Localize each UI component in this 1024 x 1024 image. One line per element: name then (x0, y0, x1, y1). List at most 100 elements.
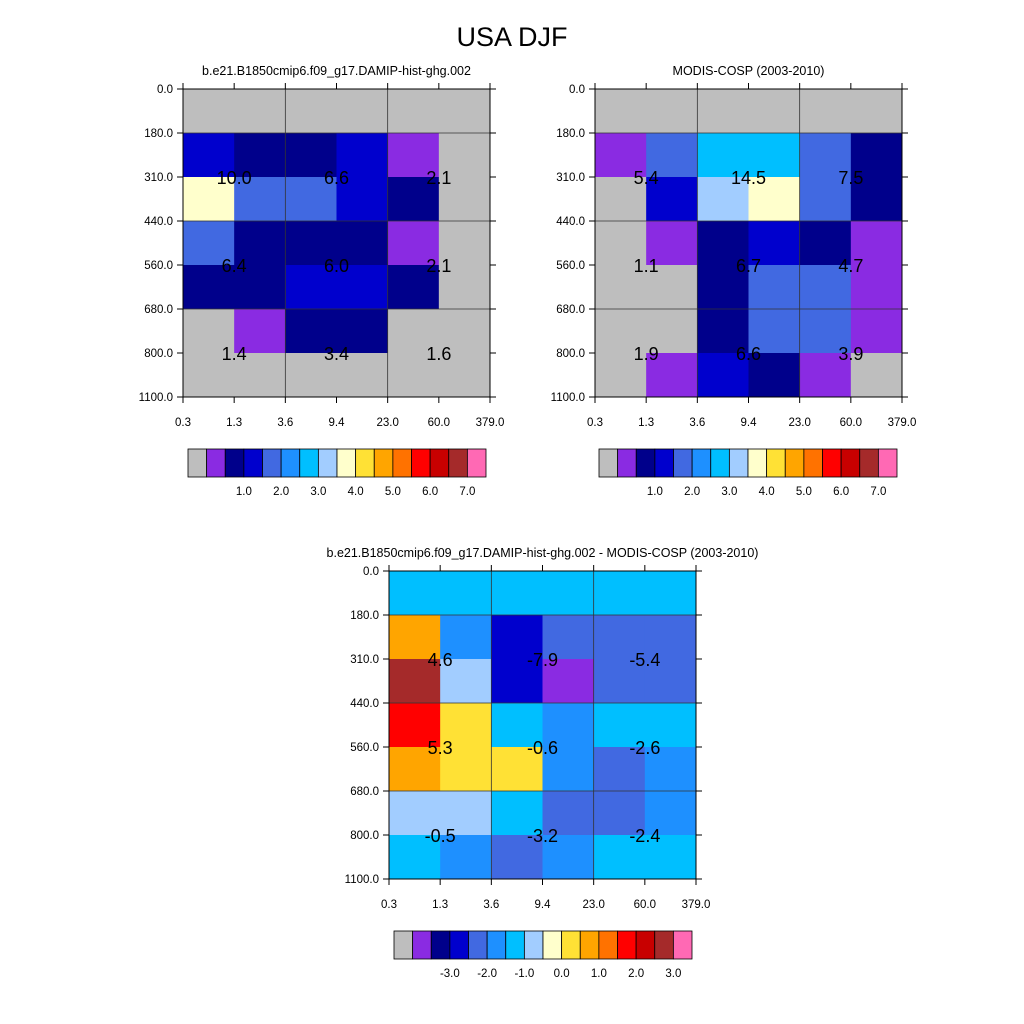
colorbar-label: 4.0 (759, 486, 775, 498)
colorbar-box (262, 448, 282, 478)
x-tick-label: 3.6 (689, 417, 705, 429)
colorbar-box (617, 448, 637, 478)
heatmap-cell (234, 221, 286, 266)
heatmap-cell (336, 89, 389, 134)
heatmap-cell (183, 133, 235, 178)
panels: b.e21.B1850cmip6.f09_g17.DAMIP-hist-ghg.… (139, 64, 917, 980)
y-tick-label: 440.0 (556, 216, 585, 228)
colorbar-box (280, 448, 301, 478)
x-tick-label: 60.0 (634, 899, 656, 911)
heatmap-cell (285, 133, 337, 178)
heatmap-cell (748, 221, 801, 266)
colorbar-box (430, 930, 451, 960)
heatmap-cell (183, 221, 235, 266)
colorbar-label: 1.0 (647, 486, 663, 498)
colorbar-label: 3.0 (721, 486, 737, 498)
heatmap-cell (644, 747, 697, 792)
colorbar-box (466, 448, 487, 478)
heatmap-cell (387, 133, 440, 178)
heatmap-cell (646, 221, 698, 266)
y-tick-label: 180.0 (144, 128, 173, 140)
colorbar-label: -3.0 (440, 968, 460, 980)
colorbar-box (635, 930, 656, 960)
colorbar-box (747, 448, 768, 478)
heatmap-panel-3: b.e21.B1850cmip6.f09_g17.DAMIP-hist-ghg.… (327, 546, 759, 980)
y-tick-label: 310.0 (350, 654, 379, 666)
heatmap-cell (697, 221, 749, 266)
heatmap-cell (593, 835, 646, 880)
colorbar-box (373, 448, 394, 478)
group-value-label: -0.6 (527, 738, 558, 758)
heatmap-cell (646, 309, 698, 354)
heatmap-cell (697, 265, 749, 310)
heatmap-cell (285, 221, 337, 266)
heatmap-cell (387, 265, 440, 310)
heatmap-cell (234, 353, 286, 398)
heatmap-cell (644, 703, 697, 748)
heatmap-cell (542, 659, 595, 704)
heatmap-cell (285, 309, 337, 354)
heatmap-cell (850, 89, 903, 134)
x-tick-label: 379.0 (682, 899, 711, 911)
heatmap-cell (440, 703, 492, 748)
heatmap-cell (542, 791, 595, 836)
colorbar-label: 7.0 (459, 486, 475, 498)
heatmap-cell (595, 177, 647, 222)
heatmap-cell (644, 835, 697, 880)
colorbar-label: 1.0 (236, 486, 252, 498)
colorbar-label: 7.0 (870, 486, 886, 498)
heatmap-cell (336, 177, 389, 222)
heatmap-cell (644, 659, 697, 704)
group-value-label: 1.9 (634, 344, 659, 364)
x-tick-label: 3.6 (277, 417, 293, 429)
y-tick-label: 0.0 (569, 84, 585, 96)
heatmap-cell (748, 89, 801, 134)
heatmap-cell (285, 177, 337, 222)
heatmap-cell (646, 177, 698, 222)
y-tick-label: 310.0 (556, 172, 585, 184)
colorbar-box (859, 448, 879, 478)
x-tick-label: 3.6 (483, 899, 499, 911)
colorbar-box (654, 930, 674, 960)
heatmap-cell (440, 747, 492, 792)
heatmap-cell (850, 133, 903, 178)
heatmap-cell (646, 89, 698, 134)
colorbar-box (840, 448, 861, 478)
heatmap-cell (183, 177, 235, 222)
heatmap-cell (389, 659, 441, 704)
group-value-label: 5.3 (428, 738, 453, 758)
heatmap-cell (748, 265, 801, 310)
group-value-label: 6.4 (222, 256, 247, 276)
colorbar-box (672, 930, 693, 960)
group-value-label: -3.2 (527, 826, 558, 846)
colorbar-box (617, 930, 637, 960)
colorbar-label: -2.0 (477, 968, 497, 980)
group-value-label: 10.0 (217, 168, 252, 188)
group-value-label: 6.6 (324, 168, 349, 188)
x-tick-label: 23.0 (788, 417, 810, 429)
heatmap-cell (440, 571, 492, 616)
y-tick-label: 440.0 (350, 698, 379, 710)
heatmap-cell (389, 703, 441, 748)
heatmap-cell (234, 89, 286, 134)
y-tick-label: 560.0 (556, 260, 585, 272)
colorbar-label: 6.0 (833, 486, 849, 498)
heatmap-cell (491, 747, 543, 792)
colorbar-label: 5.0 (796, 486, 812, 498)
heatmap-cell (389, 747, 441, 792)
x-tick-label: 9.4 (535, 899, 552, 911)
x-tick-label: 23.0 (376, 417, 398, 429)
heatmap-cell (593, 703, 646, 748)
x-tick-label: 60.0 (840, 417, 862, 429)
heatmap-cell (389, 835, 441, 880)
heatmap-cell (438, 309, 491, 354)
group-value-label: 5.4 (634, 168, 659, 188)
heatmap-cell (285, 353, 337, 398)
group-value-label: 6.0 (324, 256, 349, 276)
colorbar-box (448, 448, 468, 478)
group-value-label: 6.7 (736, 256, 761, 276)
heatmap-cell (491, 791, 543, 836)
colorbar-box (468, 930, 488, 960)
heatmap-cell (440, 659, 492, 704)
